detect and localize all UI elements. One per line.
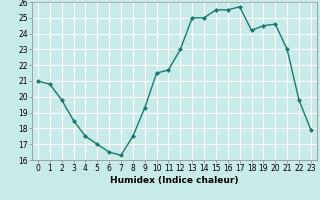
X-axis label: Humidex (Indice chaleur): Humidex (Indice chaleur): [110, 176, 239, 185]
